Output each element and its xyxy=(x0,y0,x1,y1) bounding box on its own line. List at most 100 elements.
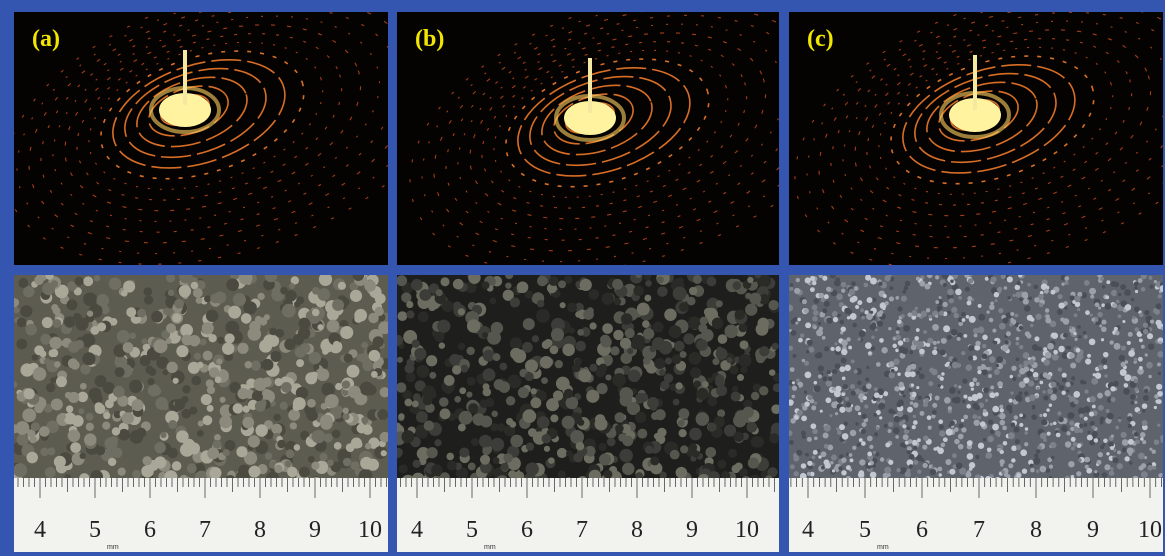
granule xyxy=(1034,377,1038,381)
granule xyxy=(406,301,413,308)
granule xyxy=(897,411,903,417)
granule xyxy=(872,298,876,302)
granule xyxy=(1127,341,1131,345)
granule xyxy=(422,385,436,399)
granule xyxy=(26,452,38,464)
granule xyxy=(949,298,954,303)
granule xyxy=(1131,401,1135,405)
granule xyxy=(906,427,910,431)
granule xyxy=(1065,441,1071,447)
granule xyxy=(835,412,838,415)
granule xyxy=(305,372,317,384)
granule xyxy=(913,446,917,450)
granule xyxy=(1109,340,1113,344)
granule xyxy=(943,283,947,287)
granule xyxy=(280,402,288,410)
granule xyxy=(1071,447,1075,451)
granule xyxy=(1035,395,1039,399)
granule xyxy=(843,384,848,389)
granule xyxy=(824,444,829,449)
granule xyxy=(1028,381,1034,387)
granule xyxy=(974,334,978,338)
granule xyxy=(51,304,58,311)
granule xyxy=(806,350,809,353)
granule xyxy=(109,277,122,290)
granule xyxy=(255,401,266,412)
granule xyxy=(1095,322,1099,326)
granule xyxy=(818,365,824,371)
granule xyxy=(803,308,809,314)
granule xyxy=(870,472,877,479)
granule xyxy=(915,307,918,310)
granule xyxy=(578,369,591,382)
granule xyxy=(320,415,333,428)
granule xyxy=(804,401,809,406)
granule xyxy=(983,409,987,413)
granule xyxy=(490,297,497,304)
granule xyxy=(941,338,947,344)
granule xyxy=(54,401,61,408)
granule xyxy=(879,416,882,419)
granule xyxy=(201,394,212,405)
granule xyxy=(1034,297,1039,302)
granule xyxy=(340,326,353,339)
granule xyxy=(739,323,748,332)
granule xyxy=(141,465,153,477)
granule xyxy=(834,390,841,397)
granule xyxy=(823,432,829,438)
granule xyxy=(1020,449,1027,456)
granule xyxy=(850,297,856,303)
granule xyxy=(693,275,702,284)
granule xyxy=(716,348,728,360)
granule xyxy=(897,319,902,324)
granule xyxy=(1096,460,1101,465)
granule xyxy=(696,339,708,351)
granule xyxy=(419,289,431,301)
granule xyxy=(650,403,657,410)
granule xyxy=(137,309,146,318)
granule xyxy=(289,283,295,289)
granule xyxy=(1120,284,1126,290)
granule xyxy=(929,368,934,373)
granule xyxy=(865,275,871,281)
granule xyxy=(759,346,769,356)
granule xyxy=(544,446,550,452)
ruler-number: 8 xyxy=(631,517,643,543)
granule xyxy=(878,403,885,410)
granule xyxy=(830,347,834,351)
granule xyxy=(982,354,988,360)
granule xyxy=(1125,304,1131,310)
granule xyxy=(1091,378,1098,385)
granule xyxy=(866,383,872,389)
granule xyxy=(434,439,441,446)
granule xyxy=(847,316,850,319)
granule xyxy=(1098,452,1103,457)
granule xyxy=(847,309,852,314)
granule xyxy=(945,459,951,465)
granule xyxy=(562,416,575,429)
granule xyxy=(148,378,155,385)
granule xyxy=(1113,293,1116,296)
granule xyxy=(1070,363,1076,369)
granule xyxy=(918,396,922,400)
granule xyxy=(207,447,219,459)
granule xyxy=(910,392,913,395)
granule xyxy=(296,359,304,367)
granule xyxy=(850,430,856,436)
granule xyxy=(67,299,78,310)
granule xyxy=(958,434,964,440)
granule xyxy=(174,299,184,309)
granule xyxy=(439,342,445,348)
granule xyxy=(835,346,841,352)
granule xyxy=(877,311,883,317)
granule xyxy=(296,296,304,304)
granule xyxy=(997,448,1001,452)
granule xyxy=(1044,289,1049,294)
granule xyxy=(454,396,461,403)
granule xyxy=(791,319,796,324)
granule xyxy=(117,330,130,343)
ruler-number: 7 xyxy=(199,517,211,543)
granule xyxy=(651,412,659,420)
granule xyxy=(1066,431,1070,435)
granule xyxy=(850,384,855,389)
